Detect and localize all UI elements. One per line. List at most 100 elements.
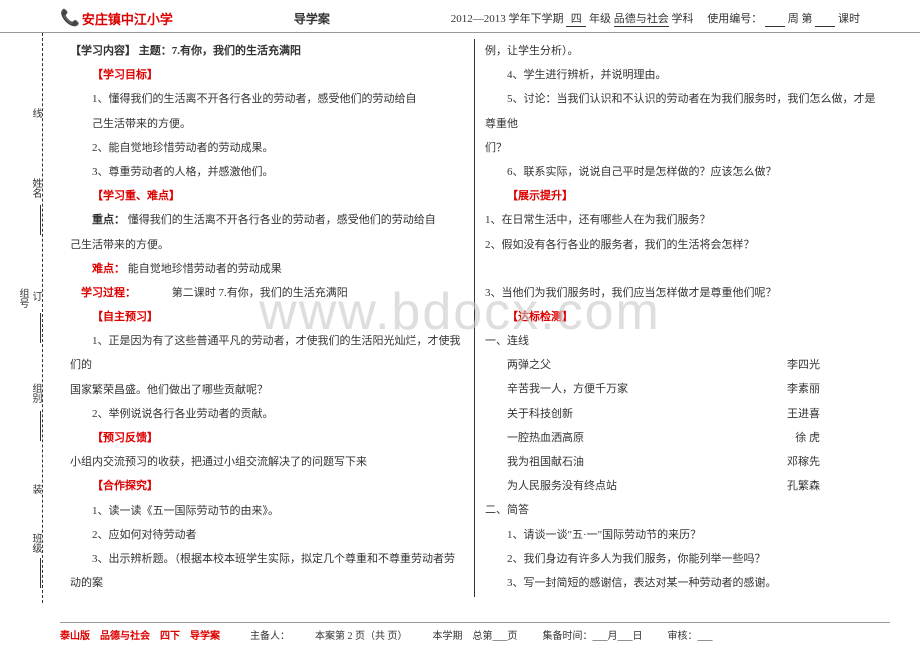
key-text2: 己生活带来的方便。 — [70, 233, 464, 257]
semester: 2012—2013 学年下学期 — [451, 13, 564, 25]
preview-2: 2、举例说说各行各业劳动者的贡献。 — [70, 402, 464, 426]
side-underline-4 — [40, 558, 41, 588]
content-label: 【学习内容】 — [70, 45, 136, 57]
item-4: 4、学生进行辨析，并说明理由。 — [485, 63, 880, 87]
key-row: 重点： 懂得我们的生活离不开各行各业的劳动者，感受他们的劳动给自 — [70, 208, 464, 232]
logo-icon: 📞 — [60, 8, 80, 28]
side-underline-3 — [40, 411, 41, 441]
connect-5-l: 我为祖国献石油 — [485, 450, 584, 474]
doc-type: 导学案 — [173, 10, 451, 27]
left-column: 【学习内容】 主题：7.有你，我们的生活充满阳 【学习目标】 1、懂得我们的生活… — [60, 39, 475, 597]
side-xian: 线 — [28, 108, 43, 118]
usage-label: 使用编号： — [707, 13, 762, 25]
lesson: 第二课时 7.有你，我们的生活充满阳 — [172, 287, 348, 299]
short-2: 2、我们身边有许多人为我们服务，你能列举一些吗？ — [485, 547, 880, 571]
subject-value: 品德与社会 — [614, 10, 669, 27]
review-label: 审核：___ — [668, 627, 713, 642]
coop-3: 3、出示辨析题。（根据本校本班学生实际，拟定几个尊重和不尊重劳动者劳动的案 — [70, 547, 464, 595]
item-5: 5、讨论：当我们认识和不认识的劳动者在为我们服务时，我们怎么做，才是尊重他 — [485, 87, 880, 135]
key-text: 懂得我们的生活离不开各行各业的劳动者，感受他们的劳动给自 — [128, 214, 436, 226]
connect-5: 我为祖国献石油 邓稼先 — [485, 450, 880, 474]
preview-label: 【自主预习】 — [70, 305, 464, 329]
coop-2: 2、应如何对待劳动者 — [70, 523, 464, 547]
feedback-label: 【预习反馈】 — [70, 426, 464, 450]
page-label: 本案第 2 页（共 页） — [315, 627, 408, 642]
grade-suffix: 年级 — [589, 13, 611, 25]
show-label: 【展示提升】 — [485, 184, 880, 208]
goal-1b: 己生活带来的方便。 — [70, 112, 464, 136]
class-blank — [815, 10, 835, 27]
item-6: 6、联系实际，说说自己平时是怎样做的？应该怎么做？ — [485, 160, 880, 184]
item-5b: 们？ — [485, 136, 880, 160]
diff-label: 难点： — [92, 263, 125, 275]
process-label: 学习过程： — [81, 287, 136, 299]
side-underline-1 — [40, 205, 41, 235]
connect-2: 辛苦我一人，方便千万家 李素丽 — [485, 377, 880, 401]
short-label: 二、简答 — [485, 498, 880, 522]
side-banji: 班级 — [28, 533, 43, 553]
preview-1: 1、正是因为有了这些普通平凡的劳动者，才使我们的生活阳光灿烂，才使我们的 — [70, 329, 464, 377]
connect-3: 关于科技创新 王进喜 — [485, 402, 880, 426]
side-underline-2 — [40, 313, 41, 343]
footer-center: 主备人： 本案第 2 页（共 页） 本学期 总第___页 集备时间：___月__… — [220, 627, 890, 642]
publisher: 泰山版 品德与社会 四下 导学案 — [60, 627, 220, 642]
goal-1: 1、懂得我们的生活离不开各行各业的劳动者，感受他们的劳动给自 — [70, 87, 464, 111]
week-blank — [765, 10, 785, 27]
preview-1b: 国家繁荣昌盛。他们做出了哪些贡献呢？ — [70, 378, 464, 402]
side-xingming: 姓名 — [28, 178, 43, 198]
right-column: 例，让学生分析）。 4、学生进行辨析，并说明理由。 5、讨论：当我们认识和不认识… — [475, 39, 890, 597]
connect-1: 两弹之父 李四光 — [485, 353, 880, 377]
spacer — [485, 257, 880, 281]
content-row: 【学习内容】 主题：7.有你，我们的生活充满阳 — [70, 39, 464, 63]
short-1: 1、请谈一谈"五·一"国际劳动节的来历？ — [485, 523, 880, 547]
keypoint-label: 【学习重、难点】 — [70, 184, 464, 208]
analysis: 例，让学生分析）。 — [485, 39, 880, 63]
footer: 泰山版 品德与社会 四下 导学案 主备人： 本案第 2 页（共 页） 本学期 总… — [60, 622, 890, 642]
date-label: 集备时间：___月___日 — [543, 627, 643, 642]
coop-label: 【合作探究】 — [70, 474, 464, 498]
host-label: 主备人： — [250, 627, 290, 642]
connect-4-r: 徐 虎 — [773, 426, 820, 450]
connect-6: 为人民服务没有终点站 孔繁森 — [485, 474, 880, 498]
short-3: 3、写一封简短的感谢信，表达对某一种劳动者的感谢。 — [485, 571, 880, 595]
period-label: 第 — [802, 13, 813, 25]
week-label: 周 — [788, 13, 799, 25]
connect-1-l: 两弹之父 — [485, 353, 551, 377]
connect-6-l: 为人民服务没有终点站 — [485, 474, 617, 498]
goal-label: 【学习目标】 — [70, 63, 464, 87]
topic: 主题：7.有你，我们的生活充满阳 — [139, 45, 301, 57]
connect-4: 一腔热血洒高原 徐 虎 — [485, 426, 880, 450]
diff-row: 难点： 能自觉地珍惜劳动者的劳动成果 — [70, 257, 464, 281]
subject-suffix: 学科 — [672, 13, 694, 25]
connect-2-l: 辛苦我一人，方便千万家 — [485, 377, 628, 401]
connect-4-l: 一腔热血洒高原 — [485, 426, 584, 450]
diff-text: 能自觉地珍惜劳动者的劳动成果 — [128, 263, 282, 275]
connect-label: 一、连线 — [485, 329, 880, 353]
test-label: 【达标检测】 — [485, 305, 880, 329]
total-label: 本学期 总第___页 — [433, 627, 518, 642]
goal-2: 2、能自觉地珍惜劳动者的劳动成果。 — [70, 136, 464, 160]
side-zuhao: 组号 — [15, 288, 30, 308]
side-zubie: 组别 — [28, 383, 43, 403]
show-1: 1、在日常生活中，还有哪些人在为我们服务？ — [485, 208, 880, 232]
connect-3-r: 王进喜 — [765, 402, 820, 426]
connect-1-r: 李四光 — [765, 353, 820, 377]
connect-6-r: 孔繁森 — [765, 474, 820, 498]
connect-5-r: 邓稼先 — [765, 450, 820, 474]
key-label: 重点： — [92, 214, 125, 226]
grade-value: 四 — [566, 10, 586, 27]
side-zhuang: 装 — [28, 484, 43, 494]
connect-3-l: 关于科技创新 — [485, 402, 573, 426]
side-ding: 订 — [28, 291, 43, 301]
coop-1: 1、读一读《五一国际劳动节的由来》。 — [70, 499, 464, 523]
class-label: 课时 — [838, 13, 860, 25]
show-2: 2、假如没有各行各业的服务者，我们的生活将会怎样？ — [485, 233, 880, 257]
page-header: 📞 安庄镇中江小学 导学案 2012—2013 学年下学期 四 年级 品德与社会… — [0, 0, 920, 33]
feedback-text: 小组内交流预习的收获，把通过小组交流解决了的问题写下来 — [70, 450, 464, 474]
show-3: 3、当他们为我们服务时，我们应当怎样做才是尊重他们呢？ — [485, 281, 880, 305]
dashed-line — [42, 33, 43, 603]
side-labels: 线 姓名 订 组号 组别 装 班级 — [10, 33, 50, 603]
header-meta: 2012—2013 学年下学期 四 年级 品德与社会 学科 使用编号： 周 第 … — [451, 10, 860, 27]
goal-3: 3、尊重劳动者的人格，并感激他们。 — [70, 160, 464, 184]
school-name: 安庄镇中江小学 — [82, 9, 173, 28]
